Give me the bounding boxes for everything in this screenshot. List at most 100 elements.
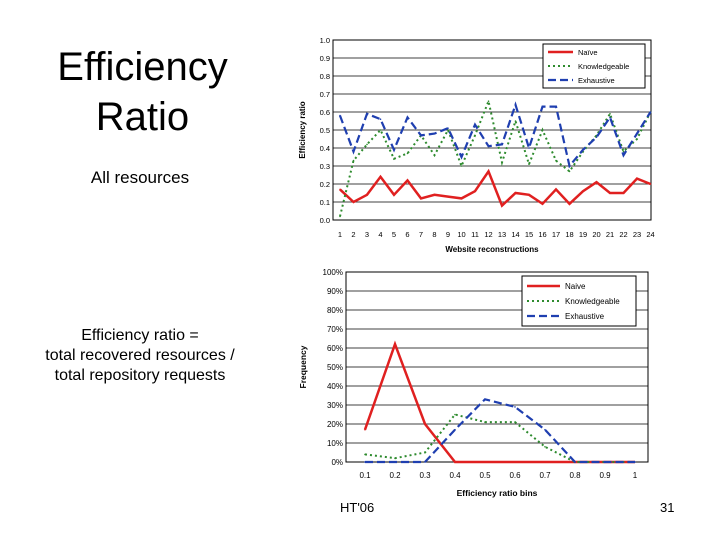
data-point-naive <box>622 192 625 194</box>
x-tick-label: 0.1 <box>359 471 371 480</box>
x-tick-label: 22 <box>619 230 627 239</box>
data-point-knowledgeable <box>541 129 544 131</box>
data-point-knowledgeable <box>352 159 355 162</box>
legend-label-knowledgeable: Knowledgeable <box>565 297 620 306</box>
x-tick-label: 0.4 <box>449 471 461 480</box>
definition-line-1: Efficiency ratio = <box>81 327 199 344</box>
data-point-exhaustive <box>484 398 486 401</box>
x-tick-label: 15 <box>525 230 533 239</box>
definition-line-3: total repository requests <box>54 367 226 384</box>
data-point-exhaustive <box>636 132 638 135</box>
data-point-exhaustive <box>622 154 625 156</box>
y-tick-label: 90% <box>327 287 343 296</box>
data-point-naive <box>366 194 368 196</box>
y-tick-label: 0.2 <box>320 180 330 189</box>
data-point-naive <box>514 461 516 463</box>
x-tick-label: 6 <box>405 230 409 239</box>
data-point-exhaustive <box>595 136 598 138</box>
y-tick-label: 1.0 <box>320 36 330 45</box>
y-axis-label: Frequency <box>298 345 308 388</box>
data-point-naive <box>595 181 598 183</box>
legend-label-knowledgeable: Knowledgeable <box>578 62 629 71</box>
y-tick-label: 0.0 <box>320 216 330 225</box>
data-point-knowledgeable <box>460 165 463 167</box>
y-tick-label: 30% <box>327 401 343 410</box>
y-tick-label: 0.7 <box>320 90 330 99</box>
data-point-exhaustive <box>568 165 571 167</box>
data-point-naive <box>420 197 422 200</box>
data-point-naive <box>582 190 584 192</box>
x-tick-label: 12 <box>484 230 492 239</box>
data-point-naive <box>393 194 395 196</box>
x-tick-label: 20 <box>592 230 600 239</box>
data-point-naive <box>568 203 571 205</box>
data-point-naive <box>447 195 449 198</box>
data-point-naive <box>394 343 396 346</box>
series-line-exhaustive <box>338 101 652 169</box>
data-point-exhaustive <box>474 123 476 126</box>
data-point-exhaustive <box>649 111 652 113</box>
data-point-exhaustive <box>394 461 396 463</box>
x-tick-label: 1 <box>338 230 342 239</box>
y-tick-label: 0.4 <box>320 144 330 153</box>
page-number: 31 <box>660 500 675 515</box>
x-tick-label: 0.3 <box>419 471 431 480</box>
data-point-exhaustive <box>364 461 366 463</box>
y-tick-label: 0.3 <box>320 162 330 171</box>
x-tick-label: 18 <box>565 230 573 239</box>
data-point-knowledgeable <box>555 159 557 162</box>
x-tick-label: 24 <box>646 230 654 239</box>
x-tick-label: 9 <box>446 230 450 239</box>
data-point-knowledgeable <box>454 413 456 416</box>
x-tick-label: 7 <box>419 230 423 239</box>
legend-label-exhaustive: Exhaustive <box>565 312 605 321</box>
data-point-exhaustive <box>352 150 355 153</box>
series-line-naive <box>363 340 635 464</box>
data-point-knowledgeable <box>514 421 516 423</box>
y-axis-label: Efficiency ratio <box>298 101 307 158</box>
x-tick-label: 1 <box>633 471 638 480</box>
data-point-exhaustive <box>609 116 611 119</box>
data-point-knowledgeable <box>364 453 366 456</box>
data-point-knowledgeable <box>544 446 546 448</box>
data-point-knowledgeable <box>406 152 409 155</box>
title-line-1: Efficiency <box>57 45 228 89</box>
data-point-naive <box>514 192 517 194</box>
data-point-knowledgeable <box>393 158 395 160</box>
x-tick-label: 0.8 <box>569 471 581 480</box>
data-point-exhaustive <box>544 428 546 431</box>
series-line-naive <box>339 168 651 208</box>
x-tick-label: 17 <box>552 230 560 239</box>
y-tick-label: 50% <box>327 363 343 372</box>
y-tick-label: 40% <box>327 382 343 391</box>
data-point-naive <box>544 461 546 463</box>
x-tick-label: 0.7 <box>539 471 551 480</box>
x-tick-label: 16 <box>538 230 546 239</box>
data-point-naive <box>609 192 611 194</box>
data-point-exhaustive <box>424 461 426 463</box>
data-point-naive <box>460 197 463 200</box>
x-tick-label: 5 <box>392 230 396 239</box>
y-tick-label: 0.1 <box>320 198 330 207</box>
y-tick-label: 0.9 <box>320 54 330 63</box>
title-line-2: Ratio <box>95 95 190 139</box>
data-point-naive <box>541 203 544 205</box>
data-point-knowledgeable <box>433 154 436 156</box>
data-point-exhaustive <box>487 145 490 147</box>
x-tick-label: 2 <box>351 230 355 239</box>
y-tick-label: 100% <box>323 268 343 277</box>
series-line-exhaustive <box>365 398 635 464</box>
data-point-knowledgeable <box>394 457 396 460</box>
data-point-knowledgeable <box>528 163 530 165</box>
x-tick-label: 21 <box>606 230 614 239</box>
data-point-exhaustive <box>406 116 409 119</box>
y-tick-label: 10% <box>327 439 343 448</box>
data-point-exhaustive <box>528 147 530 149</box>
data-point-naive <box>555 188 557 191</box>
definition-line-2: total recovered resources / <box>45 347 235 364</box>
data-point-knowledgeable <box>636 138 638 140</box>
x-tick-label: 0.5 <box>479 471 491 480</box>
data-point-knowledgeable <box>609 113 611 115</box>
